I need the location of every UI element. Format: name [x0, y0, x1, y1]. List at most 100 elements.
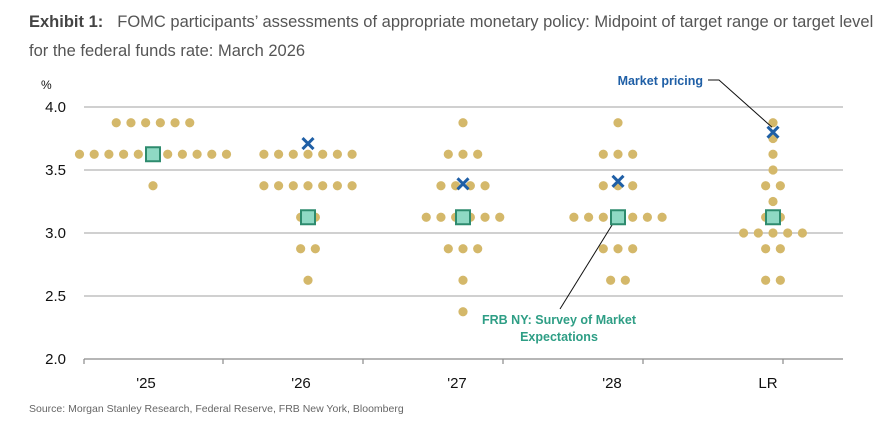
participant-dot	[761, 181, 771, 191]
market-pricing-markers	[301, 125, 780, 191]
participant-dot	[177, 149, 187, 159]
participant-dot	[318, 181, 328, 191]
participant-dot	[310, 244, 320, 254]
exhibit-title-text: FOMC participants’ assessments of approp…	[29, 13, 874, 60]
participant-dot	[288, 149, 298, 159]
participant-dot	[303, 149, 313, 159]
participant-dot	[119, 149, 129, 159]
participant-dot	[259, 181, 269, 191]
participant-dot	[569, 212, 579, 222]
x-tick-label: LR	[758, 375, 777, 392]
annotation-leaders	[559, 79, 773, 310]
participant-dot	[155, 118, 165, 128]
survey-markers	[145, 146, 781, 226]
participant-dot	[458, 307, 468, 317]
participant-dot	[768, 165, 778, 175]
participant-dot	[775, 244, 785, 254]
market-pricing-x-marker	[456, 177, 470, 191]
participant-dot	[761, 244, 771, 254]
survey-marker	[145, 146, 161, 163]
participant-dot	[74, 149, 85, 159]
y-axis-unit: %	[41, 78, 52, 92]
participant-dot	[443, 149, 453, 159]
source-note: Source: Morgan Stanley Research, Federal…	[29, 403, 404, 415]
market-pricing-x-marker	[301, 136, 315, 151]
survey-marker	[610, 209, 626, 226]
participant-dot	[332, 149, 342, 159]
x-stroke	[301, 136, 315, 151]
participant-dot	[111, 118, 121, 128]
participant-dot	[458, 275, 468, 285]
participant-dot	[628, 212, 638, 222]
participant-dot	[598, 212, 608, 222]
participant-dot	[761, 275, 771, 285]
market-pricing-x-marker	[766, 125, 780, 139]
participant-dot	[274, 149, 284, 159]
participant-dot	[783, 228, 793, 238]
participant-dot	[347, 149, 357, 159]
y-axis-ticks: 4.0 3.5 3.0 2.5 2.0	[45, 99, 66, 368]
participant-dot	[207, 149, 217, 159]
participant-dot	[458, 244, 468, 254]
participant-dot	[192, 149, 202, 159]
participant-dot	[606, 275, 616, 285]
annotation-market-pricing: Market pricing	[618, 74, 703, 88]
participant-dot	[613, 244, 623, 254]
annotation-survey-line1: FRB NY: Survey of Market	[482, 313, 637, 327]
x-tick-label: '27	[447, 375, 467, 392]
survey-marker	[765, 209, 781, 226]
participant-dot	[303, 181, 313, 191]
participant-dot	[584, 212, 594, 222]
participant-dot	[163, 149, 173, 159]
participant-dot	[613, 118, 623, 128]
participant-dot	[620, 275, 630, 285]
participant-dot	[259, 149, 269, 159]
participant-dot	[296, 244, 306, 254]
market-pricing-x-marker	[611, 174, 625, 188]
participant-dot	[768, 196, 778, 207]
x-tick-label: '26	[291, 375, 311, 392]
y-tick-label: 4.0	[45, 99, 66, 116]
x-stroke	[611, 174, 625, 188]
y-tick-label: 3.0	[45, 225, 66, 242]
participant-dot	[628, 244, 638, 254]
participant-dot	[768, 118, 778, 128]
participant-dot	[274, 181, 284, 191]
participant-dot	[797, 228, 808, 238]
x-axis	[83, 358, 843, 364]
participant-dot	[458, 118, 468, 128]
participant-dot	[613, 149, 623, 159]
participant-dot	[141, 118, 151, 128]
participant-dot	[436, 181, 446, 191]
gridlines	[84, 106, 843, 297]
participant-dot	[347, 181, 357, 191]
participant-dot	[598, 244, 608, 254]
participant-dot	[657, 212, 667, 222]
participant-dot	[303, 275, 313, 285]
participant-dot	[628, 181, 638, 191]
participant-dot	[332, 181, 342, 191]
participant-dot	[89, 149, 99, 159]
x-tick-label: '25	[136, 375, 156, 392]
survey-marker	[300, 209, 316, 226]
participant-dot	[443, 244, 453, 254]
participant-dot	[318, 149, 328, 159]
participant-dot	[628, 149, 638, 159]
survey-leader	[559, 219, 616, 310]
participant-dot	[598, 181, 608, 191]
participant-dot	[775, 275, 785, 285]
participant-dot	[768, 228, 778, 238]
survey-marker	[455, 209, 471, 226]
exhibit-number: Exhibit 1:	[29, 13, 104, 31]
participant-dot	[473, 244, 483, 254]
participant-dot	[480, 212, 490, 222]
x-stroke	[766, 125, 780, 139]
participant-dot	[126, 118, 136, 128]
market-pricing-leader	[708, 79, 773, 128]
participant-dot	[421, 212, 431, 222]
participant-dot	[133, 149, 143, 159]
participant-dot	[753, 228, 763, 238]
y-tick-label: 2.0	[45, 351, 66, 368]
participant-dot	[473, 149, 483, 159]
